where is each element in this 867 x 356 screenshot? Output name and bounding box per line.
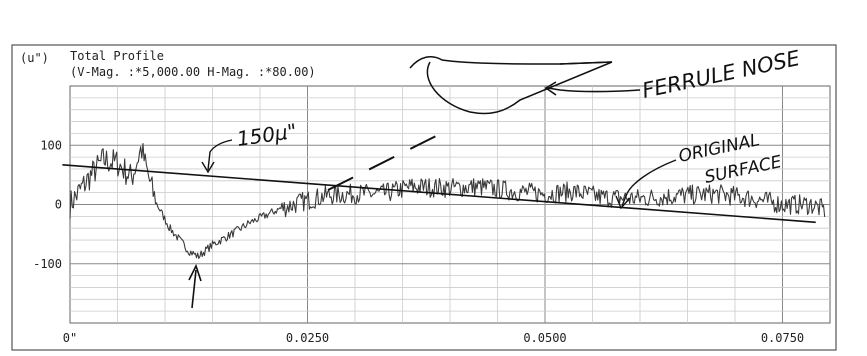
x-tick-label: 0" bbox=[63, 331, 77, 345]
chart-subtitle: (V-Mag. :*5,000.00 H-Mag. :*80.00) bbox=[70, 65, 316, 79]
x-tick-label: 0.0750 bbox=[761, 331, 804, 345]
ferrule-leader bbox=[547, 87, 641, 93]
trough-arrow bbox=[191, 269, 197, 309]
original-annotation-arrowhead bbox=[615, 195, 631, 210]
x-tick-labels: 0" 0.0250 0.0500 0.0750 bbox=[63, 331, 804, 345]
depth-annotation-leader bbox=[207, 139, 233, 171]
ferrule-arrowhead bbox=[544, 81, 557, 96]
y-tick-label: -100 bbox=[33, 257, 62, 271]
y-tick-labels: 100 0 -100 bbox=[33, 138, 62, 271]
depth-annotation-arrowhead bbox=[201, 161, 215, 174]
original-annotation-leader bbox=[621, 159, 677, 207]
x-tick-label: 0.0500 bbox=[523, 331, 566, 345]
dashed-wear-line bbox=[327, 131, 445, 191]
grid bbox=[70, 86, 830, 323]
ferrule-sketch-inner bbox=[559, 61, 613, 65]
unit-label: (u") bbox=[20, 51, 49, 65]
chart-title: Total Profile bbox=[70, 49, 164, 63]
profile-series-line bbox=[69, 142, 826, 259]
y-tick-label: 0 bbox=[55, 198, 62, 212]
ferrule-sketch-outline bbox=[409, 55, 613, 115]
y-tick-label: 100 bbox=[40, 138, 62, 152]
trough-arrowhead bbox=[188, 263, 202, 282]
x-tick-label: 0.0250 bbox=[286, 331, 329, 345]
original-surface-line bbox=[62, 164, 816, 224]
